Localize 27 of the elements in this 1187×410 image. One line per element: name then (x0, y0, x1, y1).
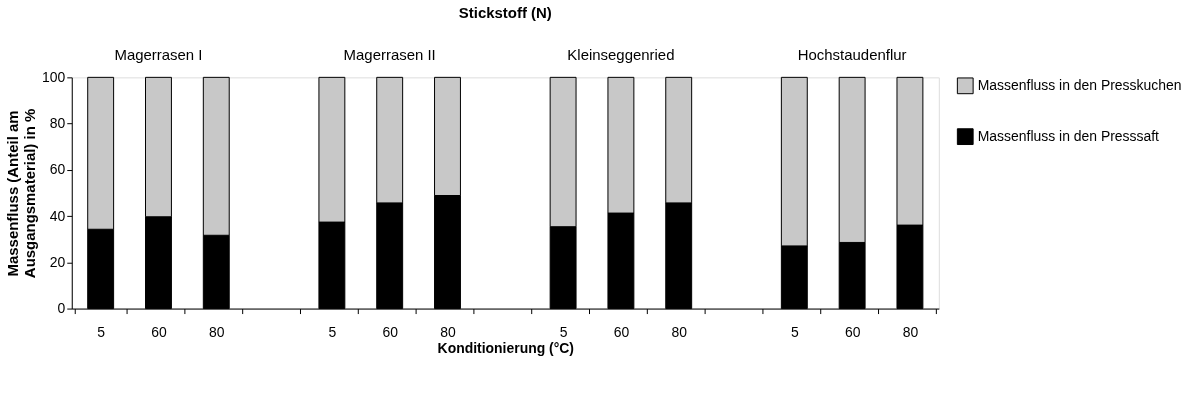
legend-label: Massenfluss in den Presskuchen (977, 76, 1182, 93)
y-tick-label: 60 (49, 161, 66, 178)
x-tick-label: 5 (328, 323, 337, 340)
x-tick-label: 80 (440, 323, 456, 340)
legend-label: Massenfluss in den Presssaft (977, 127, 1160, 144)
text: Hochstaudenflur (797, 46, 907, 64)
y-axis-title: Massenfluss (Anteil am Ausgangsmaterial) in % (4, 108, 39, 279)
x-tick-label: 5 (559, 323, 568, 340)
chart-title: Stickstoff (N) (458, 3, 552, 21)
x-tick-label: 80 (671, 323, 688, 340)
x-tick-label: 5 (790, 323, 799, 340)
y-tick-label: 40 (49, 207, 66, 224)
x-tick-label: 60 (151, 323, 167, 340)
x-tick-label: 80 (209, 323, 225, 340)
x-tick-label: 60 (613, 323, 630, 340)
x-tick-label: 60 (844, 323, 861, 340)
text: Magerrasen I (114, 46, 203, 64)
y-tick-label: 0 (57, 300, 66, 317)
x-axis-title: Konditionierung (°C) (437, 339, 574, 356)
text: Kleinseggenried (567, 46, 675, 64)
y-tick-label: 80 (49, 115, 66, 132)
x-tick-label: 80 (902, 323, 919, 340)
text: Magerrasen II (343, 46, 436, 64)
y-tick-label: 100 (42, 68, 66, 85)
x-tick-label: 5 (97, 323, 106, 340)
x-tick-label: 60 (382, 323, 399, 340)
y-tick-label: 20 (49, 253, 66, 270)
